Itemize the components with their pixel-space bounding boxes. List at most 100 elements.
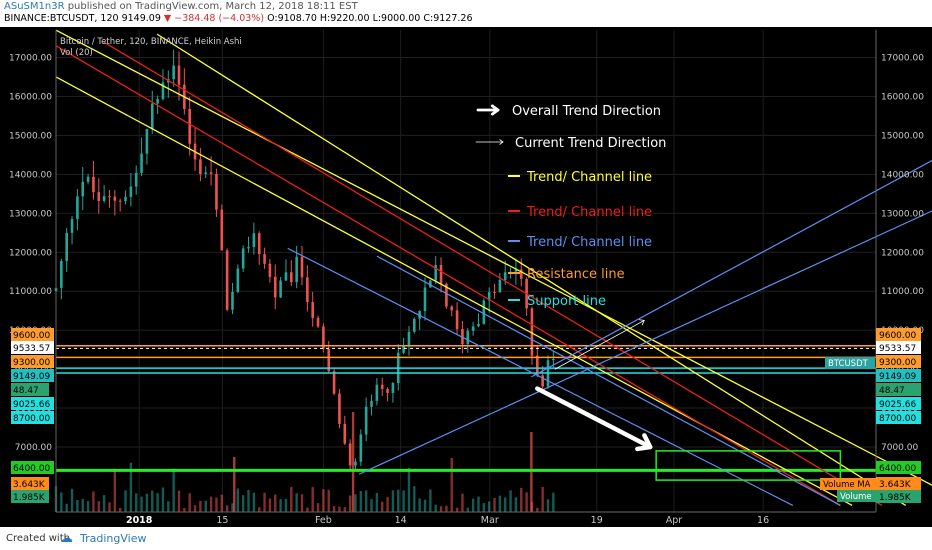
ohlc-open: O:9108.70 — [267, 13, 317, 24]
red-channel-line — [55, 45, 841, 506]
candle-body — [295, 256, 298, 283]
price-badge-left-text: 8700.00 — [13, 414, 50, 424]
volume-bar — [60, 492, 63, 512]
x-tick-label: 19 — [591, 515, 603, 526]
candle-body — [199, 159, 202, 174]
price-badges: 9600.00 9600.00 9533.57 9533.57 9300.00 9300.… — [11, 328, 921, 503]
volume-bar — [493, 498, 496, 512]
volume-bar — [498, 495, 502, 512]
candle-body — [434, 265, 437, 281]
price-chart[interactable]: Overall Trend Direction Current Trend Dir… — [0, 27, 932, 527]
candle-body — [370, 400, 373, 407]
volume-bar — [188, 493, 191, 512]
candle-body — [172, 65, 175, 80]
volume-bar — [466, 507, 469, 512]
candle-body — [81, 181, 85, 197]
candle-body — [429, 280, 432, 288]
last-price: 9149.09 — [121, 13, 161, 24]
volume-bar — [450, 457, 453, 512]
volume-bar — [225, 505, 229, 512]
candle-body — [268, 263, 272, 277]
tradingview-logo-text[interactable]: TradingView — [80, 532, 147, 545]
price-badge-right — [876, 397, 921, 410]
volume-bar — [118, 507, 122, 512]
price-badge-left — [11, 355, 54, 368]
volume-bar — [504, 497, 507, 512]
volume-bar — [541, 486, 544, 512]
y-tick-label-right: 17000.00 — [881, 54, 924, 64]
volume-bar — [86, 501, 90, 512]
candle-body — [359, 434, 363, 462]
volume-bar — [402, 490, 405, 512]
volume-bar — [487, 501, 491, 512]
volume-bar — [461, 493, 464, 512]
legend-label: Trend/ Channel line — [526, 205, 652, 220]
y-tick-label-right: 7000.00 — [881, 443, 918, 453]
candle-body — [290, 272, 293, 283]
candle-body — [498, 280, 502, 293]
candle-body — [413, 318, 416, 332]
volume-bar — [156, 493, 159, 512]
price-badge-right-text: 9300.00 — [879, 358, 916, 368]
volume-bar — [215, 497, 218, 512]
volume-bar — [268, 498, 272, 512]
candle-body — [113, 196, 117, 201]
x-tick-label: 15 — [216, 515, 228, 526]
volume-bar — [514, 497, 518, 512]
candle-body — [108, 196, 111, 198]
volume-bar — [233, 457, 236, 512]
price-badge-right — [876, 341, 921, 354]
y-tick-label-right: 15000.00 — [881, 131, 924, 141]
price-badge-left — [11, 411, 54, 424]
created-with-text: Created with — [6, 533, 70, 544]
ohlc-low: L:9000.00 — [372, 13, 421, 24]
candle-body — [300, 256, 304, 278]
x-tick-label: 16 — [757, 515, 769, 526]
overall-trend-arrow — [535, 386, 653, 452]
symbol: BINANCE:BTCUSDT, 120 — [4, 13, 119, 24]
volume-bar — [423, 499, 427, 512]
candle-body — [177, 65, 181, 85]
candle-body — [364, 406, 368, 435]
candle-body — [129, 186, 133, 197]
published-text: published on TradingView.com, March 12, … — [67, 1, 358, 12]
volume-bar — [386, 497, 389, 512]
volume-bar — [520, 487, 523, 512]
candle-body — [380, 384, 384, 389]
author-link[interactable]: ASuSM1n3R — [4, 1, 65, 12]
candle-body — [140, 153, 143, 173]
candle-body — [284, 272, 288, 281]
volume-bar — [311, 487, 314, 512]
candle-body — [461, 329, 464, 345]
trend-lines — [55, 29, 932, 506]
candle-body — [343, 423, 347, 444]
candle-body — [482, 300, 486, 324]
blue-channel-line — [358, 210, 932, 475]
price-badge-right-text: 6400.00 — [879, 464, 916, 474]
price-badge-left — [11, 397, 54, 410]
blue-channel-line — [531, 159, 932, 378]
down-arrow-icon: ▼ — [163, 13, 172, 24]
volume-bar — [413, 486, 416, 512]
volume-bar — [247, 489, 250, 512]
legend-arrow-thick-icon — [476, 104, 500, 116]
volume-bar — [354, 494, 357, 512]
volume-bar — [65, 503, 68, 512]
candle-body — [241, 248, 245, 269]
volume-bar — [76, 499, 79, 512]
volume-bar — [530, 432, 533, 512]
candle-body — [338, 393, 341, 424]
volume-bar — [124, 490, 127, 512]
volume-bar — [525, 492, 528, 512]
volume-bar — [81, 498, 84, 512]
candle-body — [466, 330, 470, 345]
candle-body — [455, 310, 459, 330]
volume-bar — [252, 492, 256, 512]
y-tick-label-left: 12000.00 — [9, 248, 52, 258]
y-tick-label-right: 12000.00 — [881, 248, 924, 258]
legend-label: Support line — [527, 294, 606, 309]
volume-bar — [316, 503, 320, 512]
horizontal-lines — [56, 344, 876, 472]
volume-bar — [113, 468, 117, 512]
candle-body — [322, 326, 325, 349]
